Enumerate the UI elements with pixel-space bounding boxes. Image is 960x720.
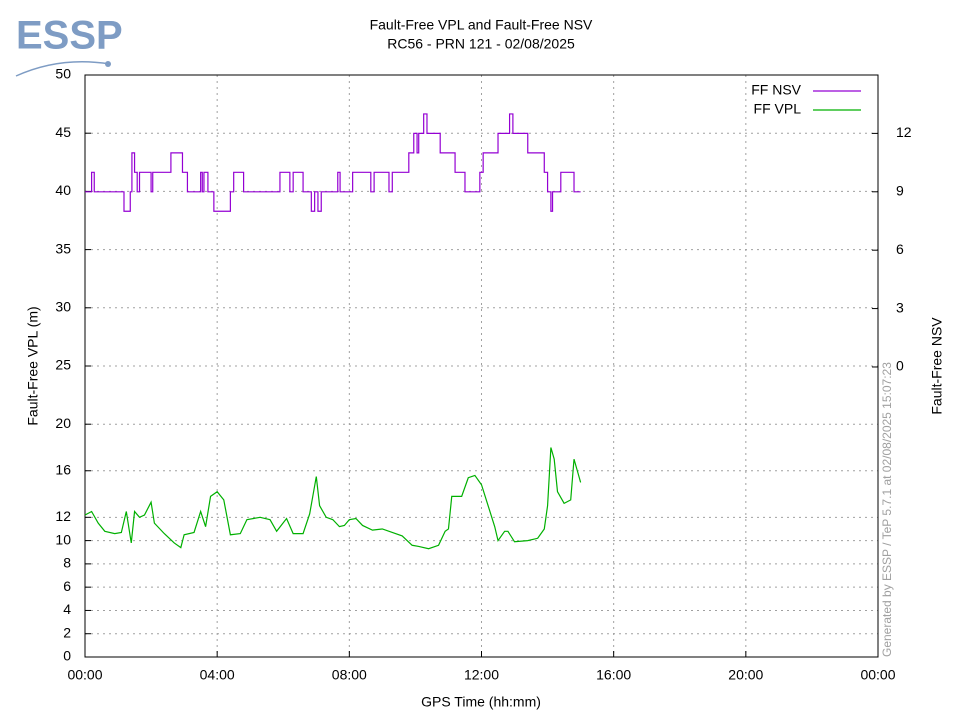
x-tick-label: 04:00 <box>200 667 235 683</box>
logo-swoosh <box>15 60 111 77</box>
x-tick-label: 20:00 <box>728 667 763 683</box>
y-tick-label: 6 <box>63 578 71 594</box>
legend-label: FF NSV <box>751 82 801 98</box>
x-tick-label: 00:00 <box>67 667 102 683</box>
chart-title: Fault-Free VPL and Fault-Free NSV <box>370 17 593 33</box>
y-tick-label: 8 <box>63 555 71 571</box>
y-tick-label: 40 <box>55 182 71 198</box>
y-tick-label: 2 <box>63 624 71 640</box>
y2-tick-label: 0 <box>896 358 904 374</box>
y2-axis-label: Fault-Free NSV <box>929 317 945 415</box>
plot-frame <box>84 74 879 658</box>
logo-dot <box>105 61 111 67</box>
y-tick-label: 12 <box>55 508 71 524</box>
y-tick-label: 20 <box>55 415 71 431</box>
y-tick-label: 30 <box>55 299 71 315</box>
x-tick-label: 12:00 <box>464 667 499 683</box>
x-tick-label: 16:00 <box>596 667 631 683</box>
y2-tick-label: 9 <box>896 182 904 198</box>
y-tick-label: 10 <box>55 531 71 547</box>
x-tick-label: 00:00 <box>860 667 895 683</box>
y-tick-label: 35 <box>55 240 71 256</box>
x-tick-label: 08:00 <box>332 667 367 683</box>
y-tick-label: 4 <box>63 601 71 617</box>
watermark: Generated by ESSP / TeP 5.7.1 at 02/08/2… <box>880 362 894 657</box>
chart-subtitle: RC56 - PRN 121 - 02/08/2025 <box>387 36 575 52</box>
y-tick-label: 25 <box>55 357 71 373</box>
y2-tick-label: 3 <box>896 299 904 315</box>
y2-tick-label: 6 <box>896 241 904 257</box>
y-axis-label: Fault-Free VPL (m) <box>25 306 41 425</box>
x-axis-label: GPS Time (hh:mm) <box>421 694 541 710</box>
y2-tick-label: 12 <box>896 124 912 140</box>
y-tick-label: 0 <box>63 648 71 664</box>
series-line <box>84 447 582 550</box>
y-tick-label: 45 <box>55 124 71 140</box>
legend-label: FF VPL <box>754 101 802 117</box>
series-line <box>85 113 581 212</box>
y-tick-label: 16 <box>55 461 71 477</box>
y-tick-label: 50 <box>55 66 71 82</box>
logo: ESSP <box>16 14 123 58</box>
